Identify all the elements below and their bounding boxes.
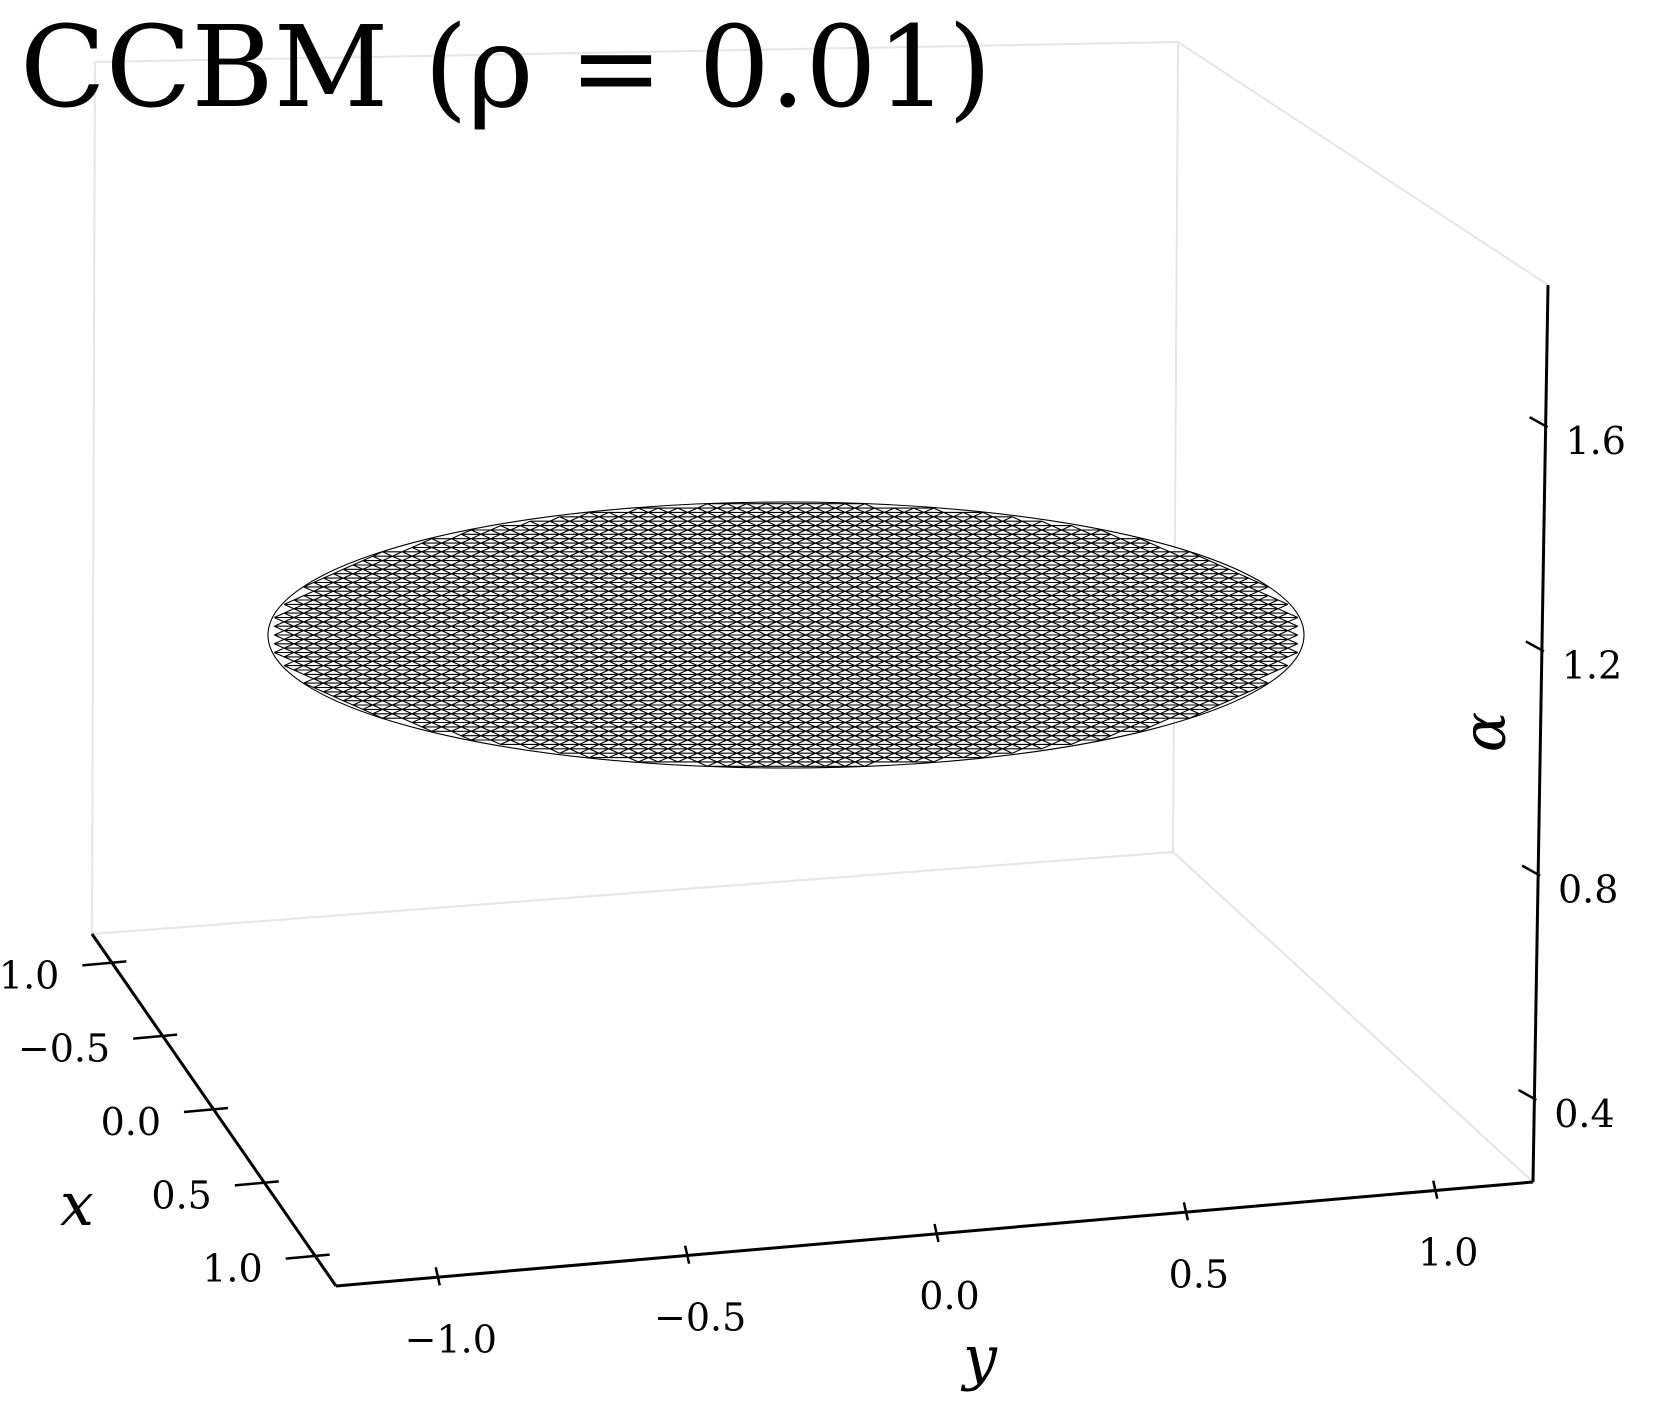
z-tick-label: 1.6 xyxy=(1565,419,1625,463)
z-tick-mark xyxy=(1525,640,1545,653)
mesh-boundary xyxy=(267,501,1305,769)
y-tick-mark xyxy=(683,1245,691,1264)
y-tick-label: −0.5 xyxy=(654,1296,746,1340)
y-tick-label: 1.0 xyxy=(1418,1231,1478,1275)
x-axis-label: x xyxy=(60,1170,94,1240)
x-tick-mark xyxy=(234,1180,279,1187)
mesh-edges xyxy=(273,503,1299,767)
y-tick-mark xyxy=(1432,1180,1439,1199)
x-tick-label: −0.5 xyxy=(18,1027,110,1071)
x-tick-label: 1.0 xyxy=(202,1247,262,1291)
z-tick-label: 0.4 xyxy=(1554,1092,1614,1136)
x-tick-label: −1.0 xyxy=(0,953,59,997)
back-pane-right xyxy=(1172,41,1550,1185)
back-pane-left xyxy=(90,40,1180,936)
y-tick-mark xyxy=(434,1267,441,1286)
z-tick-mark xyxy=(1517,1088,1538,1101)
z-tick-label: 1.2 xyxy=(1562,643,1622,687)
chart-title: CCBM (ρ = 0.01) xyxy=(20,3,992,133)
back-panes xyxy=(90,40,1550,1185)
y-tick-mark xyxy=(933,1223,940,1243)
x-tick-label: 0.5 xyxy=(151,1173,211,1217)
z-axis-label: α xyxy=(1450,712,1520,753)
x-tick-mark xyxy=(285,1253,330,1260)
y-tick-mark xyxy=(1182,1202,1190,1221)
floor-pane xyxy=(91,850,1534,1183)
z-tick-label: 0.8 xyxy=(1558,868,1618,912)
ticks: −1.0 −0.5 0.0 0.5 1.0 −1.0 −0.5 0.0 0.5 1.0 0.4 0.8… xyxy=(0,416,1626,1361)
axes xyxy=(90,284,1550,1288)
y-tick-label: −1.0 xyxy=(405,1317,497,1361)
z-tick-mark xyxy=(1521,864,1541,877)
mesh-surface xyxy=(267,501,1305,769)
x-tick-mark xyxy=(133,1033,178,1040)
y-tick-label: 0.5 xyxy=(1169,1252,1229,1296)
x-tick-label: 0.0 xyxy=(101,1100,161,1144)
y-axis-line xyxy=(335,1180,1534,1288)
y-axis-label: y xyxy=(960,1323,998,1393)
x-tick-mark xyxy=(183,1106,229,1114)
z-axis-line xyxy=(1531,284,1550,1183)
z-tick-mark xyxy=(1529,416,1549,429)
y-tick-label: 0.0 xyxy=(919,1274,979,1318)
x-tick-mark xyxy=(82,960,127,967)
